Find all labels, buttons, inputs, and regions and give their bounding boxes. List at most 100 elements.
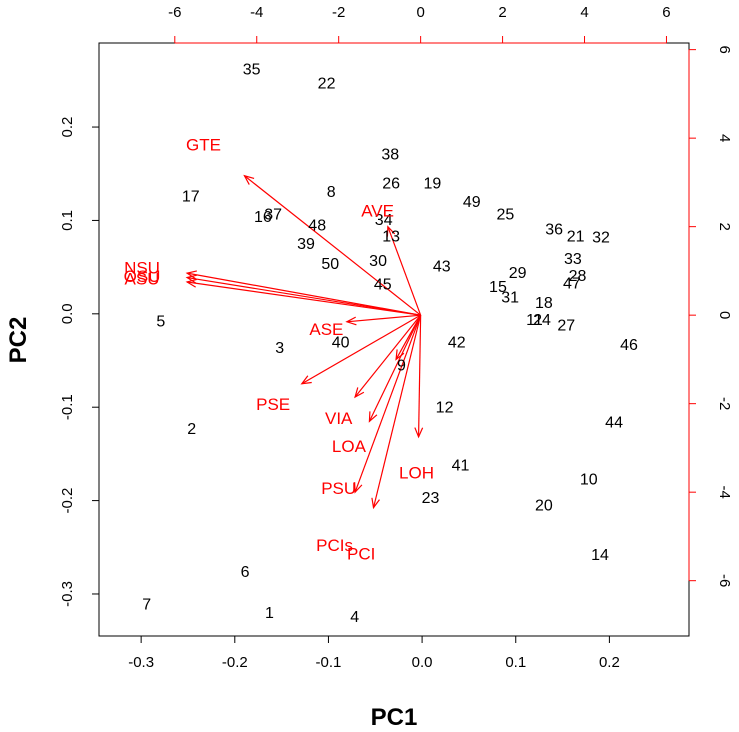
loading-arrowhead-pcis [395,349,405,361]
loading-label-ase: ASE [309,320,343,339]
loading-arrowhead-psu [354,482,363,494]
y-tick-label: -0.3 [59,581,76,607]
bottom-axis: -0.3 -0.2 -0.1 0.0 0.1 0.2 [128,635,620,671]
observation-label: 25 [497,206,515,223]
y-tick-label: 0.0 [59,303,76,324]
observation-label: 43 [433,259,451,276]
loading-label-loh: LOH [399,464,434,483]
observation-label: 34 [375,212,393,229]
loading-label-asu: ASU [125,269,160,288]
y-tick-label: -0.1 [59,394,76,420]
right-tick-label: -4 [716,486,733,499]
observation-label: 7 [142,597,151,614]
loading-label-osu: OSU [124,267,161,286]
x-tick-label: -0.1 [316,654,342,671]
observation-label: 28 [569,268,587,285]
observation-label: 14 [591,547,609,564]
observation-label: 29 [509,265,527,282]
loading-arrowhead-via [354,387,365,399]
observation-label: 13 [382,229,400,246]
observation-label: 9 [397,358,406,375]
observation-label: 47 [563,275,581,292]
right-tick-label: 4 [716,134,733,142]
observation-label: 49 [463,194,481,211]
observation-label: 22 [318,76,336,93]
top-tick-label: -4 [250,4,263,21]
top-axis: -6 -4 -2 0 2 4 6 [168,4,671,44]
top-tick-label: -6 [168,4,181,21]
observation-label: 44 [605,415,623,432]
loading-label-ave: AVE [361,202,394,221]
top-tick-label: -2 [332,4,345,21]
observation-label: 19 [423,176,441,193]
observation-label: 26 [382,176,400,193]
loading-arrow-loa [368,314,422,422]
loading-arrow-nsu [186,272,421,316]
loading-arrowhead-pci [371,497,380,510]
y-tick-label: -0.2 [59,488,76,514]
observation-label: 3 [275,340,284,357]
loading-arrow-pcis [395,314,422,360]
observation-label: 17 [182,189,200,206]
loading-arrow-osu [186,276,421,316]
observation-label: 5 [156,314,165,331]
loading-arrow-ase [346,314,421,323]
loading-arrow-asu [187,281,421,316]
observation-label: 24 [533,312,551,329]
top-tick-label: 4 [580,4,588,21]
observation-label: 37 [264,206,282,223]
loading-arrowhead-loa [368,411,378,423]
y-axis-title: PC2 [5,317,32,364]
observation-layer: 1234567891011121314151617181920212223242… [142,62,638,626]
observation-label: 45 [374,276,392,293]
arrow-layer [185,174,424,510]
top-tick-label: 6 [662,4,670,21]
observation-label: 15 [489,279,507,296]
observation-label: 38 [381,147,399,164]
loading-arrow-via [354,314,422,398]
loading-arrowhead-loh [414,427,424,439]
observation-label: 8 [327,184,336,201]
observation-label: 46 [620,337,638,354]
loading-arrowhead-ave [386,225,396,237]
observation-label: 36 [545,221,563,238]
loading-label-via: VIA [325,409,353,428]
observation-label: 32 [592,230,610,247]
observation-label: 10 [580,472,598,489]
right-tick-label: 0 [716,311,733,319]
loading-arrow-ave [387,226,422,316]
observation-label: 27 [557,317,575,334]
loading-arrow-gte [244,175,422,316]
loading-arrowhead-gte [243,174,255,185]
x-tick-label: 0.0 [412,654,433,671]
observation-label: 30 [369,253,387,270]
x-tick-label: -0.3 [128,654,154,671]
observation-label: 1 [265,605,274,622]
observation-label: 50 [321,256,339,273]
observation-label: 11 [526,312,543,329]
observation-label: 35 [243,62,261,79]
observation-label: 12 [436,400,454,417]
y-tick-label: 0.2 [59,117,76,138]
loading-arrowhead-ase [345,316,357,326]
observation-label: 2 [187,421,196,438]
loading-arrow-pse [301,314,421,385]
observation-label: 33 [564,251,582,268]
right-tick-label: -6 [716,574,733,587]
observation-label: 31 [501,289,519,306]
right-axis: -6 -4 -2 0 2 4 6 [688,45,733,587]
x-axis-title: PC1 [371,704,418,731]
observation-label: 42 [448,334,466,351]
top-tick-label: 2 [498,4,506,21]
top-tick-label: 0 [416,4,424,21]
observation-label: 48 [308,218,326,235]
observation-label: 40 [332,334,350,351]
observation-label: 41 [452,458,470,475]
loading-label-pci: PCI [347,545,375,564]
x-tick-label: 0.1 [505,654,526,671]
observation-label: 20 [535,498,553,515]
observation-label: 39 [297,236,315,253]
right-tick-label: -2 [716,397,733,410]
